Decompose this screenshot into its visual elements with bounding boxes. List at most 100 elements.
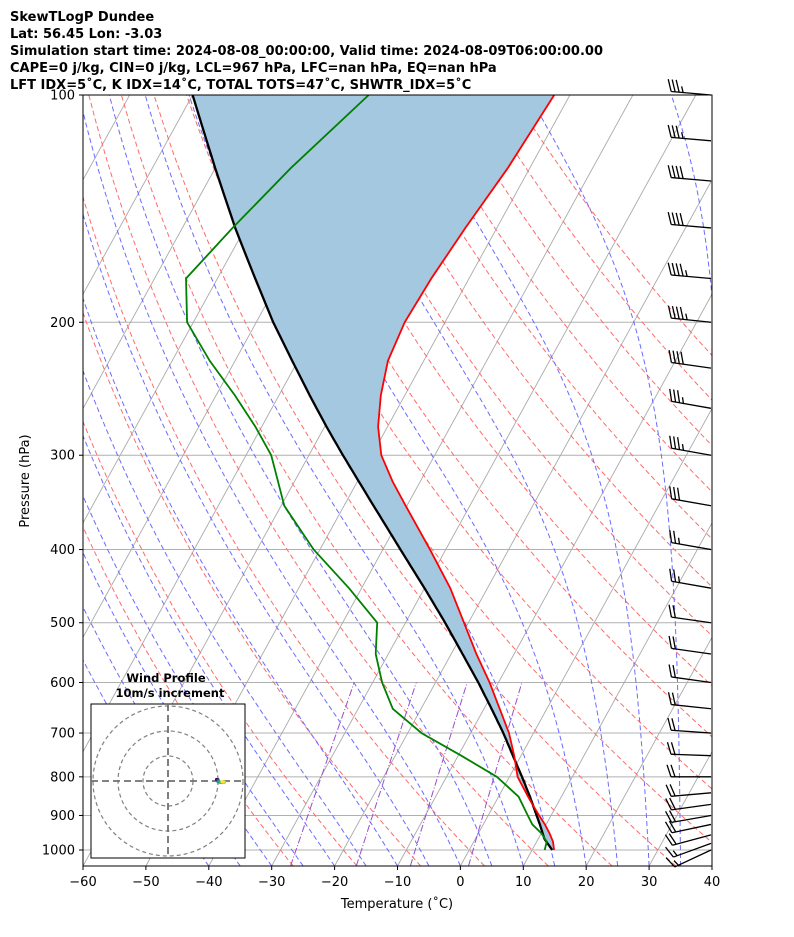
dry-adiabat-line	[349, 95, 712, 588]
y-tick-label: 1000	[42, 844, 75, 859]
moist-adiabat-line	[83, 296, 398, 866]
dewpoint-profile-line	[185, 95, 548, 851]
y-tick-label: 800	[50, 770, 75, 785]
inset-subtitle: 10m/s increment	[116, 686, 225, 700]
dry-adiabat-line	[83, 195, 485, 866]
profile-layer	[185, 95, 555, 851]
isotherm-line	[711, 865, 712, 866]
wind-barb	[667, 124, 712, 142]
hodograph-inset: Wind Profile 10m/s increment	[90, 671, 246, 859]
moist-adiabat-line	[83, 494, 304, 866]
cin-shading-layer	[192, 95, 555, 850]
mixing-ratio-line	[409, 682, 468, 866]
isotherm-line	[585, 636, 712, 866]
indices-line: LFT IDX=5˚C, K IDX=14˚C, TOTAL TOTS=47˚C…	[10, 78, 472, 94]
wind-barb	[664, 820, 712, 834]
x-tick-label: −30	[258, 875, 285, 890]
dry-adiabat-line	[446, 95, 712, 447]
wind-barb	[665, 797, 712, 811]
moist-adiabat-line	[313, 95, 619, 866]
isotherm-line	[460, 407, 712, 866]
mixing-ratio-line	[468, 682, 523, 866]
wind-barb	[668, 349, 712, 369]
x-tick-label: −50	[132, 875, 159, 890]
moist-adiabat-line	[243, 95, 587, 866]
y-tick-label: 400	[50, 543, 75, 558]
wind-barb	[667, 692, 712, 710]
x-tick-label: −10	[384, 875, 411, 890]
dry-adiabat-line	[511, 95, 712, 357]
isotherm-line	[522, 521, 712, 866]
wind-barb	[665, 842, 712, 858]
y-tick-label: 300	[50, 449, 75, 464]
wind-barb	[668, 604, 712, 624]
mixing-ratio-line	[355, 682, 417, 866]
wind-barb	[666, 764, 711, 778]
y-axis-label: Pressure (hPa)	[18, 434, 33, 527]
hodograph-layer	[91, 704, 245, 858]
x-axis-ticks: −60 −50 −40 −30 −20 −10 0 10 20 30 40	[69, 866, 720, 890]
adiabat-layer	[83, 95, 712, 866]
chart-header: SkewTLogP Dundee Lat: 56.45 Lon: -3.03 S…	[10, 9, 603, 94]
y-tick-label: 500	[50, 616, 75, 631]
moist-adiabat-line	[83, 109, 461, 866]
parcel-profile-line	[191, 95, 554, 851]
dry-adiabat-line	[479, 95, 712, 401]
wind-barb	[669, 435, 712, 456]
isotherm-line	[83, 95, 256, 410]
dry-adiabat-line	[88, 95, 549, 866]
wind-barb	[664, 833, 712, 846]
wind-barbs	[664, 79, 712, 868]
isotherm-line	[334, 178, 712, 866]
moist-adiabat-line	[405, 95, 650, 866]
wind-barb	[667, 79, 712, 96]
x-tick-label: 30	[641, 875, 658, 890]
wind-barb	[667, 212, 712, 229]
x-tick-label: −40	[195, 875, 222, 890]
wind-barb	[667, 165, 712, 182]
moist-adiabat-line	[144, 95, 524, 866]
stability-line: CAPE=0 j/kg, CIN=0 j/kg, LCL=967 hPa, LF…	[10, 61, 497, 77]
wind-barb	[667, 717, 712, 734]
moist-adiabat-line	[83, 369, 367, 866]
y-axis-ticks: 100 200 300 400 500 600 700 800 900 1000	[42, 89, 83, 859]
wind-barb	[669, 486, 712, 507]
mixing-ratio-line	[290, 682, 355, 866]
chart-title: SkewTLogP Dundee	[10, 10, 155, 25]
wind-barb	[666, 741, 712, 757]
isotherm-line	[0, 95, 4, 866]
time-line: Simulation start time: 2024-08-08_00:00:…	[10, 44, 603, 60]
x-tick-label: −20	[321, 875, 348, 890]
y-tick-label: 700	[50, 727, 75, 742]
dry-adiabat-line	[316, 95, 712, 637]
moist-adiabat-line	[83, 212, 430, 866]
wind-barb	[665, 849, 712, 868]
moist-adiabat-line	[528, 95, 681, 866]
y-tick-label: 600	[50, 676, 75, 691]
y-tick-label: 900	[50, 809, 75, 824]
dry-adiabat-line	[120, 95, 613, 866]
dry-adiabat-line	[283, 95, 712, 687]
x-tick-label: 0	[456, 875, 464, 890]
isotherm-line	[271, 95, 697, 866]
location-line: Lat: 56.45 Lon: -3.03	[10, 27, 163, 43]
temperature-profile-line	[377, 95, 555, 851]
y-tick-label: 200	[50, 316, 75, 331]
dry-adiabat-line	[83, 311, 422, 866]
wind-barb	[669, 388, 712, 409]
wind-barb	[668, 664, 712, 684]
wind-barb	[667, 262, 712, 280]
wind-barb	[665, 784, 712, 797]
x-tick-label: 40	[704, 875, 721, 890]
cin-shading	[192, 95, 555, 850]
wind-barb	[665, 810, 712, 824]
wind-barb	[668, 635, 712, 655]
dry-adiabat-line	[414, 95, 712, 493]
wind-barb	[669, 530, 712, 551]
isotherm-line	[83, 95, 193, 296]
x-axis-label: Temperature (˚C)	[340, 896, 453, 912]
x-tick-label: −60	[69, 875, 96, 890]
wind-barb	[669, 568, 712, 589]
x-tick-label: 20	[578, 875, 595, 890]
